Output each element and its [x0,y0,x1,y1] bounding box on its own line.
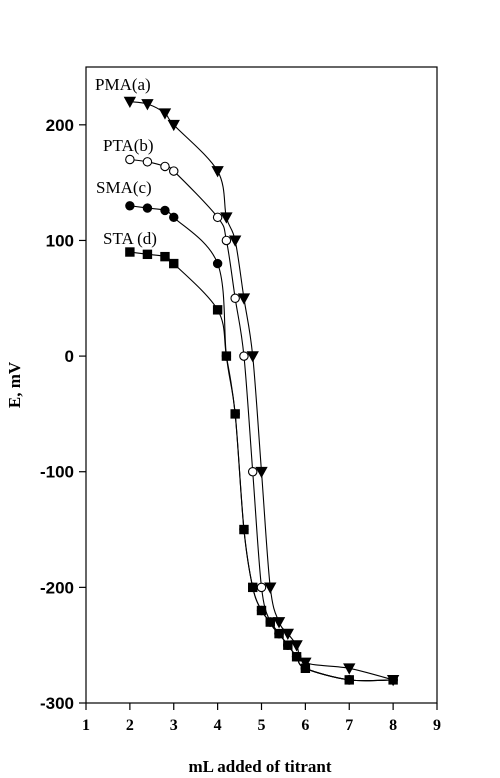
x-tick-label: 9 [433,717,441,734]
data-point-sta-d [239,524,249,535]
data-point-pma-a [343,663,356,675]
series-label-sta-d: STA (d) [103,229,157,248]
data-point-sma-c [142,203,153,213]
data-point-sta-d [248,582,258,593]
series-labels: PMA(a) PTA(b) SMA(c) STA (d) [95,75,157,248]
data-point-pta-b [212,212,223,223]
data-point-sta-d [256,605,267,616]
data-point-pma-a [299,657,312,669]
y-tick-label: 0 [65,347,74,366]
data-point-pma-a [211,166,224,178]
data-point-pma-a [158,108,172,120]
series-line-pta-b [129,158,394,682]
data-point-sta-d [300,663,311,674]
x-tick-label: 6 [301,717,309,734]
data-point-pma-a [246,351,259,363]
x-tick-label: 2 [126,717,134,734]
data-point-sta-d [212,305,223,315]
data-point-sta-d [142,249,153,260]
x-tick-label: 3 [170,717,178,734]
data-point-pma-a [237,293,251,305]
data-point-sta-d [283,640,293,650]
data-point-sta-d [125,247,135,257]
data-point-pta-b [169,166,179,176]
x-tick-label: 8 [389,717,397,734]
data-point-pta-b [142,157,153,167]
y-axis-label: E, mV [5,361,24,408]
series-curves [129,101,394,682]
data-point-pma-a [123,96,137,109]
data-point-pta-b [221,235,232,246]
y-tick-label: -100 [40,463,74,482]
y-tick-label: -200 [40,578,74,597]
series-line-pma-a [129,101,394,681]
data-point-pma-a [290,640,303,652]
data-point-pma-a [167,119,180,132]
data-point-sta-d [221,351,232,361]
data-point-sma-c [169,212,179,223]
series-label-pma-a: PMA(a) [95,75,151,94]
data-point-sta-d [388,675,398,685]
data-point-pta-b [247,466,258,477]
x-tick-label: 7 [345,717,353,734]
data-point-sta-d [230,409,240,419]
data-point-sta-d [344,675,354,685]
axes: -300 -200 -100 0 100 200 1 2 3 4 5 6 7 8 9 [40,116,441,734]
y-tick-label: 100 [46,231,74,250]
data-point-pma-a [272,617,286,629]
data-point-pma-a [228,235,242,247]
data-point-sma-c [125,201,135,211]
data-point-pta-b [239,351,249,361]
y-tick-label: -300 [40,694,74,713]
data-point-sta-d [169,258,179,269]
data-point-pta-b [125,154,135,165]
x-axis-label: mL added of titrant [188,757,331,776]
data-point-sta-d [274,628,284,639]
x-tick-label: 1 [82,717,90,734]
series-label-sma-c: SMA(c) [96,178,152,197]
series-label-pta-b: PTA(b) [103,136,154,155]
x-tick-label: 4 [214,717,222,734]
data-point-pma-a [255,466,268,479]
data-point-pta-b [160,161,170,172]
data-point-pta-b [230,293,240,304]
x-tick-label: 5 [258,717,266,734]
data-point-pma-a [141,99,154,111]
data-point-sma-c [212,258,223,269]
y-tick-label: 200 [46,116,74,135]
data-point-pma-a [220,212,233,224]
data-point-sma-c [160,205,170,216]
data-point-pta-b [256,582,267,593]
data-point-sta-d [160,251,170,262]
data-point-pma-a [281,628,295,640]
data-point-pma-a [264,582,277,594]
series-markers [123,96,400,687]
data-point-sta-d [265,617,275,627]
data-point-sta-d [291,652,302,662]
